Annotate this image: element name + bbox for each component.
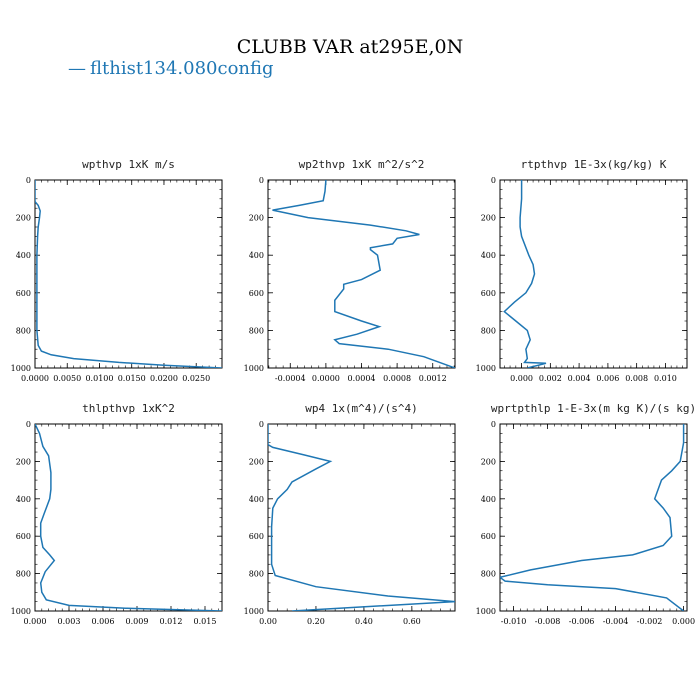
y-tick-label: 600 xyxy=(16,289,31,298)
y-tick-label: 0 xyxy=(491,420,496,429)
x-tick-label: -0.010 xyxy=(501,617,527,626)
x-tick-label: 0.0150 xyxy=(118,374,146,383)
panel-title: wp2thvp 1xK m^2/s^2 xyxy=(299,158,425,171)
x-tick-label: 0.006 xyxy=(92,617,115,626)
y-tick-label: 400 xyxy=(16,251,31,260)
x-tick-label: 0.0000 xyxy=(312,374,340,383)
series-line xyxy=(500,424,685,611)
y-tick-label: 0 xyxy=(259,176,264,185)
y-tick-label: 800 xyxy=(481,326,496,335)
y-tick-label: 200 xyxy=(16,457,31,466)
y-tick-label: 800 xyxy=(16,570,31,579)
x-tick-label: 0.002 xyxy=(539,374,562,383)
x-tick-label: 0.010 xyxy=(654,374,677,383)
y-tick-label: 200 xyxy=(249,457,264,466)
y-tick-label: 400 xyxy=(481,251,496,260)
y-tick-label: 0 xyxy=(259,420,264,429)
y-tick-label: 200 xyxy=(249,214,264,223)
x-tick-label: 0.008 xyxy=(625,374,648,383)
y-tick-label: 1000 xyxy=(11,607,31,616)
x-tick-label: 0.0000 xyxy=(21,374,49,383)
x-tick-label: 0.0100 xyxy=(85,374,113,383)
legend-label: flthist134.080config xyxy=(90,58,274,79)
x-tick-label: 0.012 xyxy=(160,617,183,626)
y-tick-label: 600 xyxy=(249,289,264,298)
x-tick-label: -0.008 xyxy=(535,617,561,626)
series-line xyxy=(35,180,222,368)
y-tick-label: 400 xyxy=(249,251,264,260)
x-tick-label: 0.009 xyxy=(126,617,149,626)
x-tick-label: 0.000 xyxy=(24,617,47,626)
y-tick-label: 800 xyxy=(481,570,496,579)
y-tick-label: 400 xyxy=(249,495,264,504)
y-tick-label: 1000 xyxy=(476,364,496,373)
panel-2: wp2thvp 1xK m^2/s^2 0 200 400 600 800 1000 -0.0… xyxy=(244,158,456,383)
y-tick-label: 600 xyxy=(16,532,31,541)
y-tick-label: 600 xyxy=(249,532,264,541)
y-tick-label: 200 xyxy=(481,214,496,223)
y-tick-label: 200 xyxy=(481,457,496,466)
plot-frame xyxy=(267,179,456,369)
x-tick-label: 0.0004 xyxy=(348,374,376,383)
y-tick-label: 600 xyxy=(481,289,496,298)
y-tick-label: 200 xyxy=(16,214,31,223)
plot-frame xyxy=(34,179,223,369)
panel-3: rtpthvp 1E-3x(kg/kg) K 0 200 400 600 800 1000 0… xyxy=(476,158,688,383)
x-tick-label: 0.000 xyxy=(510,374,533,383)
x-tick-label: 0.006 xyxy=(596,374,619,383)
page-title: CLUBB VAR at295E,0N xyxy=(236,36,464,58)
x-tick-label: 0.00 xyxy=(259,617,277,626)
y-tick-label: 400 xyxy=(16,495,31,504)
x-tick-label: 0.0250 xyxy=(182,374,210,383)
y-tick-label: 800 xyxy=(249,570,264,579)
y-tick-label: 800 xyxy=(16,326,31,335)
series-line xyxy=(272,180,455,368)
series-line xyxy=(503,180,547,368)
y-tick-label: 400 xyxy=(481,495,496,504)
x-tick-label: 0.60 xyxy=(403,617,421,626)
panel-title: wpthvp 1xK m/s xyxy=(82,158,175,171)
y-tick-label: 0 xyxy=(491,176,496,185)
y-tick-label: 600 xyxy=(481,532,496,541)
y-tick-label: 1000 xyxy=(11,364,31,373)
panel-title: thlpthvp 1xK^2 xyxy=(82,402,175,415)
panel-title: wprtpthlp 1-E-3x(m kg K)/(s kg) xyxy=(491,402,696,415)
panel-title: rtpthvp 1E-3x(kg/kg) K xyxy=(521,158,667,171)
x-tick-label: -0.004 xyxy=(603,617,629,626)
y-tick-label: 800 xyxy=(249,326,264,335)
x-tick-label: 0.0012 xyxy=(419,374,447,383)
plot-frame xyxy=(34,423,223,612)
x-tick-label: 0.000 xyxy=(672,617,695,626)
x-tick-label: -0.0004 xyxy=(275,374,306,383)
legend-line-icon: — xyxy=(68,58,86,79)
series-line xyxy=(268,424,455,611)
y-tick-label: 0 xyxy=(26,176,31,185)
y-tick-label: 1000 xyxy=(244,607,264,616)
y-tick-label: 1000 xyxy=(476,607,496,616)
y-tick-label: 0 xyxy=(26,420,31,429)
x-tick-label: 0.004 xyxy=(568,374,591,383)
legend: — flthist134.080config xyxy=(68,58,274,79)
x-tick-label: -0.006 xyxy=(569,617,595,626)
plot-frame xyxy=(267,423,456,612)
x-tick-label: 0.20 xyxy=(307,617,325,626)
x-tick-label: 0.0200 xyxy=(150,374,178,383)
series-line xyxy=(35,424,222,611)
y-tick-label: 1000 xyxy=(244,364,264,373)
x-tick-label: 0.015 xyxy=(194,617,217,626)
x-tick-label: 0.0050 xyxy=(53,374,81,383)
x-tick-label: 0.003 xyxy=(58,617,81,626)
plot-frame xyxy=(499,179,688,369)
x-tick-label: -0.002 xyxy=(637,617,663,626)
panel-title: wp4 1x(m^4)/(s^4) xyxy=(305,402,418,415)
x-tick-label: 0.0008 xyxy=(383,374,411,383)
panel-6: wprtpthlp 1-E-3x(m kg K)/(s kg) 0 200 400 60… xyxy=(476,402,697,626)
x-tick-label: 0.40 xyxy=(355,617,373,626)
